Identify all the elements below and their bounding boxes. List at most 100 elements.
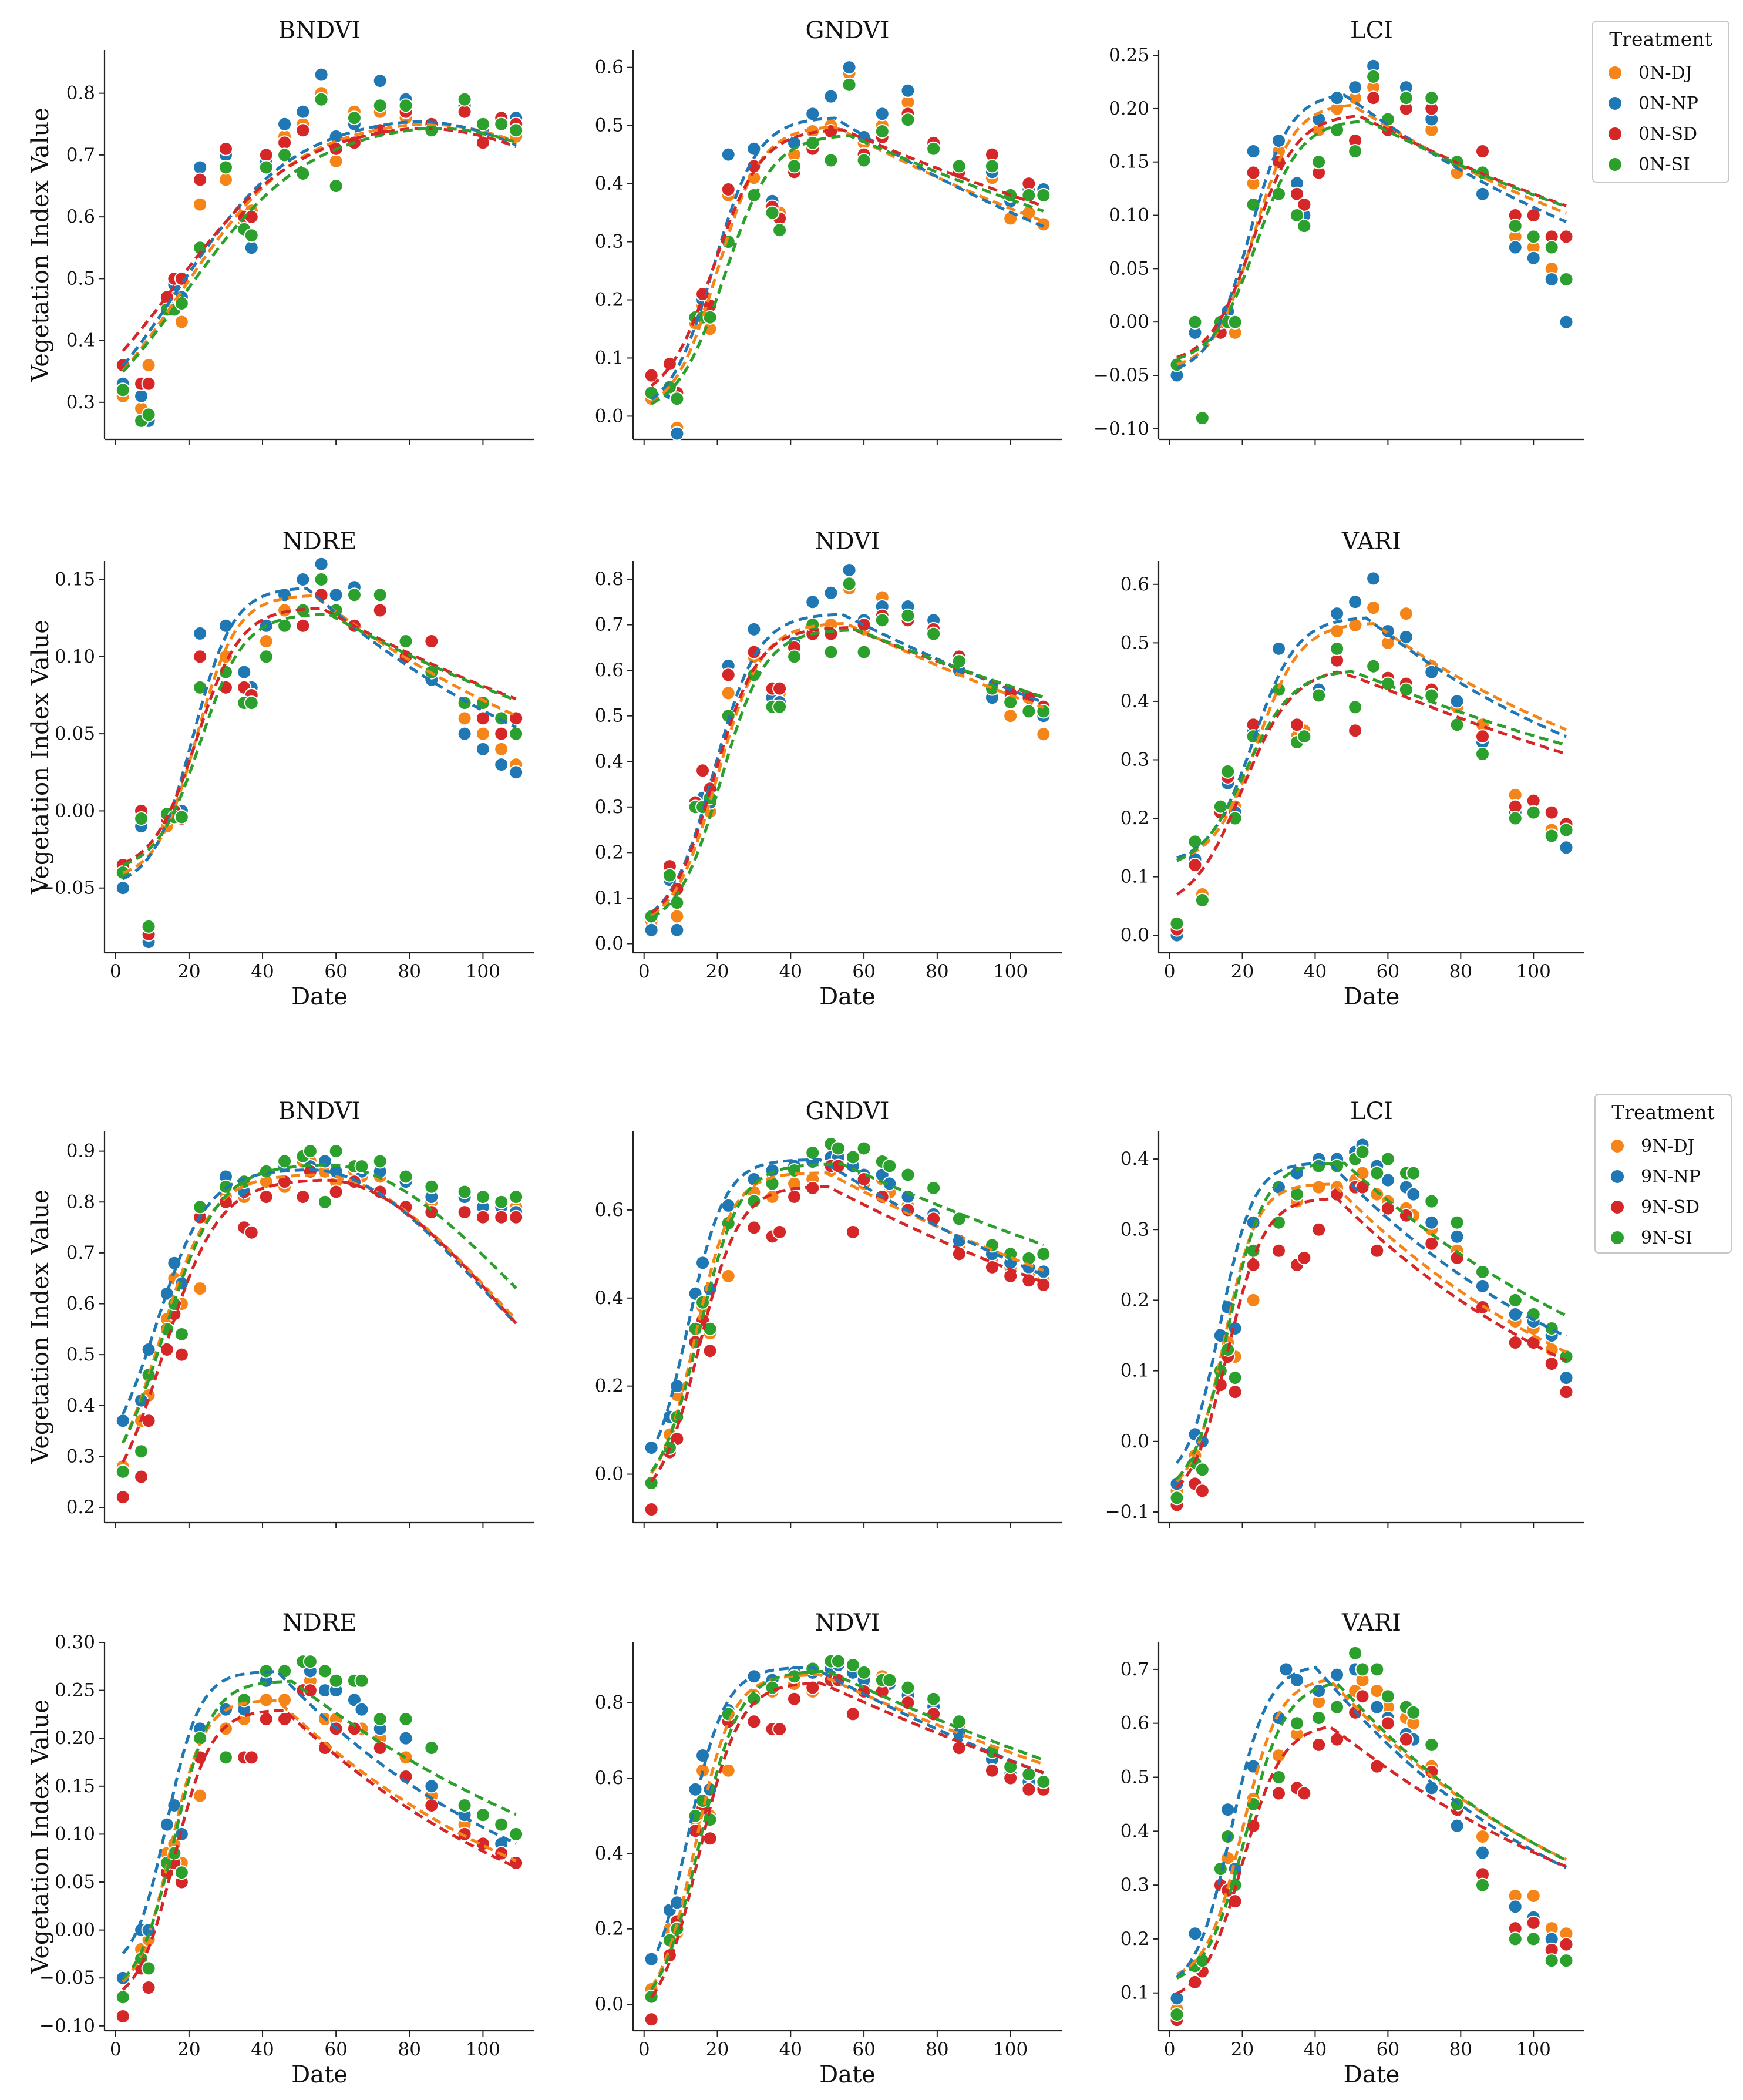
x-tick-label: 80 <box>926 961 948 982</box>
data-point <box>1559 1953 1574 1968</box>
data-point <box>1380 1172 1395 1188</box>
data-point <box>328 1673 344 1688</box>
data-point <box>1559 1370 1574 1386</box>
data-point <box>134 811 149 826</box>
y-tick-label: 0.10 <box>55 646 95 667</box>
fit-line-9n-sd <box>122 1178 517 1463</box>
legend-label: 9N-SD <box>1641 1197 1700 1218</box>
data-point <box>354 1673 369 1688</box>
y-tick-label: 0.0 <box>595 1464 624 1485</box>
data-point <box>765 205 780 220</box>
data-point <box>787 159 802 174</box>
fit-line-9n-sd <box>650 1185 1044 1483</box>
series-points-0n-dj <box>115 86 524 416</box>
fit-line-9n-si <box>122 1679 517 1980</box>
y-tick-label: −0.1 <box>1105 1501 1149 1523</box>
legend-marker <box>1610 1138 1625 1154</box>
data-point <box>662 868 677 883</box>
fit-line-0n-dj <box>122 123 517 372</box>
y-tick-label: −0.10 <box>1093 418 1149 439</box>
y-tick-label: −0.10 <box>39 2015 95 2037</box>
data-point <box>1311 688 1327 703</box>
data-point <box>644 1502 659 1517</box>
data-point <box>1330 606 1345 621</box>
data-point <box>1271 1770 1286 1785</box>
x-tick-label: 100 <box>1516 961 1551 982</box>
y-tick-label: 0.6 <box>595 1768 624 1789</box>
y-tick-label: 0.2 <box>595 842 624 863</box>
data-point <box>1297 219 1312 234</box>
x-axis-label: Date <box>1344 983 1400 1010</box>
data-point <box>277 603 292 618</box>
data-point <box>702 1343 718 1359</box>
y-tick-label: 0.1 <box>1120 866 1149 888</box>
data-point <box>1355 1144 1370 1160</box>
data-point <box>295 123 311 138</box>
data-point <box>1475 186 1490 201</box>
x-tick-label: 60 <box>852 961 875 982</box>
data-point <box>1398 90 1414 106</box>
y-tick-label: 0.8 <box>595 569 624 590</box>
data-point <box>1475 729 1490 744</box>
series-points-0n-si <box>115 572 524 934</box>
y-tick-label: 0.4 <box>1120 691 1149 712</box>
data-point <box>1187 834 1203 849</box>
y-tick-label: 0.05 <box>55 723 95 744</box>
legend-marker <box>1607 96 1623 111</box>
data-point <box>1370 1759 1385 1774</box>
y-tick-label: 0.2 <box>595 1376 624 1397</box>
y-tick-label: 0.00 <box>55 1920 95 1941</box>
data-point <box>1289 208 1304 223</box>
legend-0n: Treatment 0N-DJ 0N-NP 0N-SD 0N-SI <box>1592 21 1729 183</box>
data-point <box>372 1741 388 1756</box>
data-point <box>1021 187 1037 203</box>
x-tick-label: 60 <box>1377 961 1399 982</box>
data-point <box>258 634 274 649</box>
data-point <box>805 106 820 122</box>
data-point <box>1380 623 1395 639</box>
fit-line-0n-dj <box>1176 621 1567 861</box>
data-point <box>1526 250 1541 266</box>
legend-marker <box>1610 1230 1625 1245</box>
data-point <box>193 1788 208 1803</box>
data-point <box>193 197 208 212</box>
data-point <box>1370 1662 1385 1677</box>
x-tick-label: 40 <box>251 2039 274 2060</box>
data-point <box>644 1440 659 1456</box>
data-point <box>1311 1711 1327 1726</box>
data-point <box>328 1184 344 1199</box>
chart-0N-lci: LCI −0.10 −0.05 0.00 0.05 0.10 0.15 0.20 0.25 <box>1093 17 1584 445</box>
data-point <box>1348 723 1363 738</box>
chart-9N-gndvi: GNDVI 0.0 0.2 0.4 0.6 <box>595 1098 1062 1528</box>
data-point <box>1330 1699 1345 1715</box>
data-point <box>1330 1667 1345 1682</box>
fit-line-0n-np <box>650 116 1044 401</box>
y-tick-label: 0.7 <box>66 145 95 166</box>
legend-frame <box>1592 21 1729 183</box>
data-point <box>669 391 685 406</box>
data-point <box>805 1145 820 1160</box>
data-point <box>509 726 524 741</box>
data-point <box>823 585 839 600</box>
data-point <box>244 209 259 224</box>
y-tick-label: 0.00 <box>1109 311 1149 332</box>
data-point <box>856 1141 872 1156</box>
chart-title: LCI <box>1350 1098 1393 1125</box>
x-tick-label: 80 <box>1449 961 1472 982</box>
x-tick-label: 20 <box>1231 2039 1254 2060</box>
data-point <box>372 603 388 618</box>
x-axis-label: Date <box>819 2061 876 2088</box>
data-point <box>314 572 329 587</box>
y-tick-label: 0.2 <box>1120 1928 1149 1950</box>
data-point <box>1366 571 1381 586</box>
fit-line-0n-sd <box>650 128 1044 387</box>
fit-line-9n-si <box>1176 1161 1567 1480</box>
x-tick-label: 0 <box>638 961 650 982</box>
data-point <box>1559 822 1574 838</box>
data-point <box>372 1712 388 1727</box>
data-point <box>1271 641 1286 656</box>
data-point <box>1380 1689 1395 1704</box>
x-tick-label: 60 <box>1377 2039 1399 2060</box>
data-point <box>1246 165 1261 180</box>
data-point <box>926 1691 941 1706</box>
